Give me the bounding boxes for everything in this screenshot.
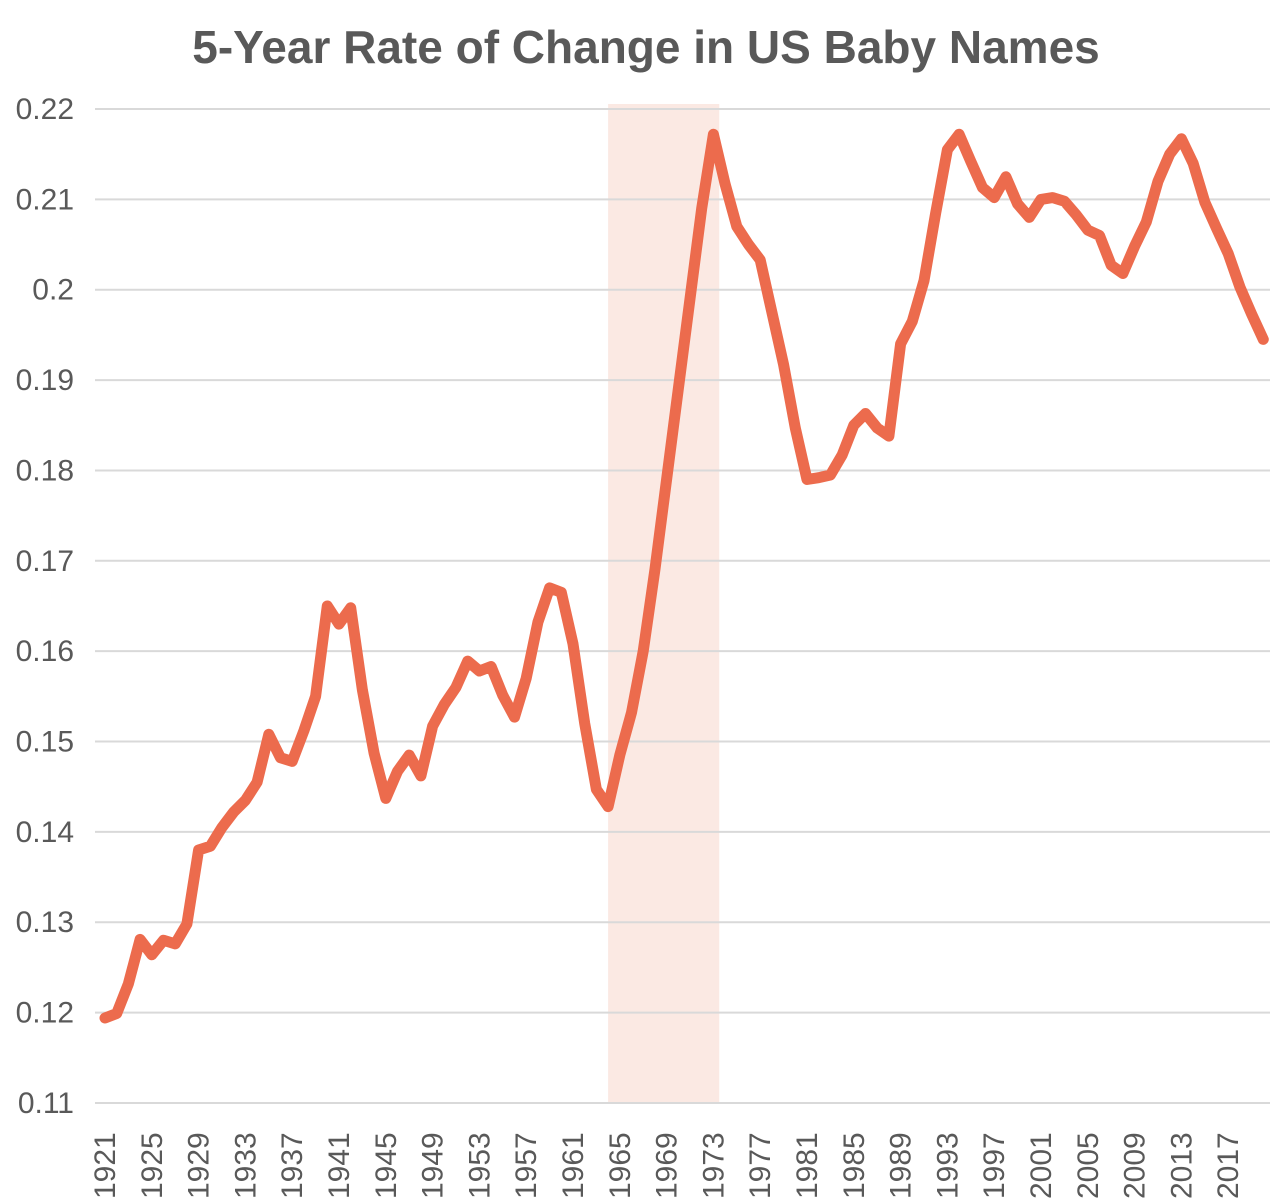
x-axis-tick-label: 1957 [510, 1132, 543, 1199]
x-axis-tick-label: 1941 [323, 1132, 356, 1199]
x-axis-tick-label: 1921 [89, 1132, 122, 1199]
x-axis-tick-label: 1929 [183, 1132, 216, 1199]
x-axis-tick-label: 1925 [136, 1132, 169, 1199]
y-axis-tick-label: 0.18 [16, 454, 74, 487]
y-axis-tick-label: 0.16 [16, 635, 74, 668]
x-axis-tick-label: 2013 [1165, 1132, 1198, 1199]
highlight-band-layer [608, 104, 720, 1103]
x-axis-tick-label: 1985 [838, 1132, 871, 1199]
x-axis-tick-label: 1961 [557, 1132, 590, 1199]
y-axis-tick-label: 0.12 [16, 997, 74, 1030]
x-axis-tick-label: 1973 [697, 1132, 730, 1199]
x-axis-tick-label: 1933 [229, 1132, 262, 1199]
x-axis-tick-label: 2009 [1119, 1132, 1152, 1199]
y-axis-tick-label: 0.22 [16, 93, 74, 126]
x-axis-tick-label: 1981 [791, 1132, 824, 1199]
x-axis-tick-label: 1937 [276, 1132, 309, 1199]
x-axis-tick-label: 1949 [417, 1132, 450, 1199]
y-axis-labels: 0.22 0.21 0.2 0.19 0.18 0.17 0.16 0.15 0.14 0.13 0… [16, 93, 74, 1120]
y-axis-tick-label: 0.19 [16, 364, 74, 397]
data-line [99, 128, 1269, 1024]
x-axis-tick-label: 2017 [1212, 1132, 1245, 1199]
x-axis-tick-label: 1945 [370, 1132, 403, 1199]
x-axis-tick-label: 1989 [885, 1132, 918, 1199]
y-axis-tick-label: 0.17 [16, 545, 74, 578]
chart-title: 5-Year Rate of Change in US Baby Names [192, 21, 1100, 73]
x-axis-tick-label: 1977 [744, 1132, 777, 1199]
highlight-band [608, 104, 720, 1103]
y-axis-tick-label: 0.13 [16, 906, 74, 939]
y-axis-tick-label: 0.21 [16, 183, 74, 216]
y-axis-tick-label: 0.11 [18, 1087, 74, 1120]
gridlines [95, 108, 1270, 1104]
data-series-layer [99, 128, 1269, 1024]
x-axis-labels: 1921 1925 1929 1933 1937 1941 1945 1949 1953 1957… [89, 1132, 1245, 1199]
y-axis-tick-label: 0.14 [16, 816, 74, 849]
x-axis-tick-label: 1953 [463, 1132, 496, 1199]
x-axis-tick-label: 1997 [978, 1132, 1011, 1199]
x-axis-tick-label: 2001 [1025, 1132, 1058, 1199]
x-axis-tick-label: 1993 [931, 1132, 964, 1199]
y-axis-tick-label: 0.2 [32, 274, 74, 307]
x-axis-tick-label: 1969 [651, 1132, 684, 1199]
y-axis-tick-label: 0.15 [16, 726, 74, 759]
x-axis-tick-label: 1965 [604, 1132, 637, 1199]
x-axis-tick-label: 2005 [1072, 1132, 1105, 1199]
